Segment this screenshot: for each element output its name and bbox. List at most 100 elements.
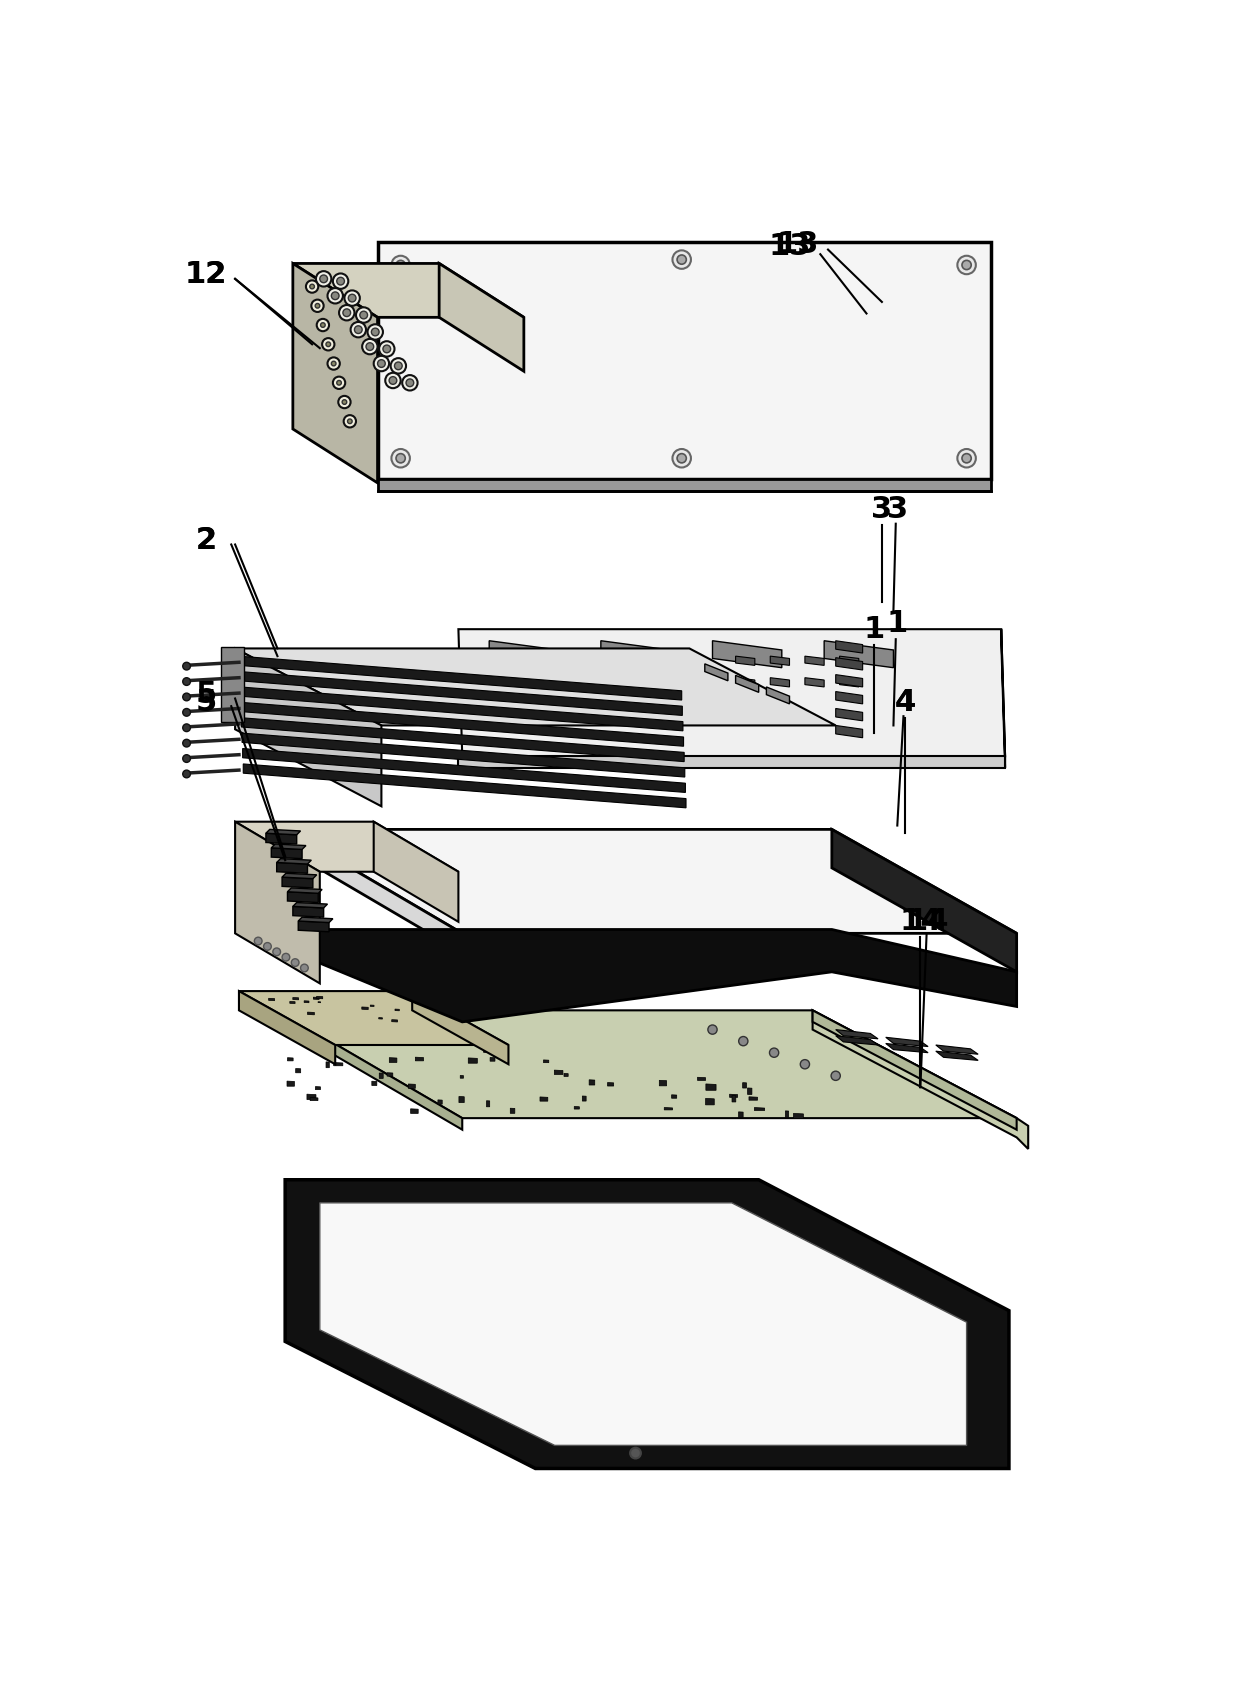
Polygon shape [743,1083,746,1088]
Polygon shape [325,1050,335,1053]
Circle shape [320,274,327,283]
Circle shape [322,338,335,350]
Polygon shape [243,748,686,792]
Polygon shape [281,876,312,888]
Circle shape [389,377,397,383]
Polygon shape [316,996,322,999]
Polygon shape [706,1083,715,1090]
Polygon shape [293,997,299,999]
Polygon shape [832,829,1017,972]
Circle shape [332,377,345,389]
Circle shape [339,395,351,409]
Polygon shape [221,648,244,722]
Polygon shape [735,678,755,686]
Polygon shape [460,1075,464,1078]
Circle shape [254,937,262,945]
Polygon shape [387,1039,394,1045]
Polygon shape [236,649,382,806]
Polygon shape [315,1038,319,1041]
Polygon shape [785,1110,789,1117]
Circle shape [331,362,336,367]
Circle shape [291,959,299,967]
Polygon shape [554,1070,563,1075]
Polygon shape [308,1095,316,1100]
Polygon shape [672,1095,677,1098]
Circle shape [962,454,971,463]
Circle shape [708,1024,717,1034]
Circle shape [316,271,331,286]
Polygon shape [314,997,319,999]
Polygon shape [308,1013,315,1014]
Polygon shape [836,641,863,653]
Polygon shape [337,1038,341,1043]
Polygon shape [439,264,523,372]
Circle shape [264,942,272,950]
Polygon shape [839,656,859,666]
Polygon shape [794,1113,804,1119]
Polygon shape [748,1088,751,1095]
Circle shape [391,358,405,373]
Polygon shape [236,822,459,871]
Polygon shape [278,1011,1017,1119]
Polygon shape [770,678,790,686]
Text: 1: 1 [887,609,908,637]
Polygon shape [438,1100,443,1103]
Polygon shape [285,930,1017,1023]
Text: 12: 12 [185,261,227,289]
Circle shape [182,678,191,685]
Text: 1: 1 [863,614,885,644]
Polygon shape [589,1080,595,1085]
Polygon shape [387,1073,393,1076]
Circle shape [182,693,191,701]
Circle shape [347,419,352,424]
Polygon shape [936,1045,978,1055]
Text: 3: 3 [872,495,893,525]
Polygon shape [288,888,322,893]
Polygon shape [241,686,683,732]
Circle shape [182,770,191,777]
Polygon shape [732,1095,735,1102]
Circle shape [316,320,329,331]
Polygon shape [608,1083,614,1087]
Polygon shape [564,1073,568,1076]
Circle shape [677,454,686,463]
Polygon shape [539,1097,548,1102]
Text: 2: 2 [195,526,217,555]
Polygon shape [805,656,825,666]
Polygon shape [812,1011,1028,1149]
Circle shape [392,256,410,274]
Polygon shape [293,264,377,483]
Circle shape [343,415,356,427]
Circle shape [356,308,372,323]
Polygon shape [574,1107,579,1108]
Polygon shape [936,1051,978,1060]
Polygon shape [704,664,728,681]
Polygon shape [372,1082,377,1085]
Polygon shape [362,1008,368,1009]
Text: 2: 2 [195,526,217,555]
Polygon shape [278,1011,463,1130]
Polygon shape [486,1100,490,1107]
Circle shape [182,708,191,717]
Polygon shape [836,1029,878,1039]
Circle shape [327,288,343,303]
Circle shape [957,256,976,274]
Polygon shape [236,649,836,725]
Circle shape [379,341,394,357]
Polygon shape [288,1058,293,1061]
Circle shape [800,1060,810,1068]
Polygon shape [735,676,759,693]
Circle shape [394,362,402,370]
Polygon shape [288,891,319,903]
Polygon shape [836,658,863,669]
Polygon shape [362,1034,367,1038]
Polygon shape [299,922,329,932]
Polygon shape [836,725,863,738]
Text: 5: 5 [195,680,217,710]
Polygon shape [885,1043,928,1053]
Polygon shape [334,1063,342,1066]
Polygon shape [285,829,1017,934]
Circle shape [315,303,320,308]
Polygon shape [242,733,684,777]
Circle shape [405,378,414,387]
